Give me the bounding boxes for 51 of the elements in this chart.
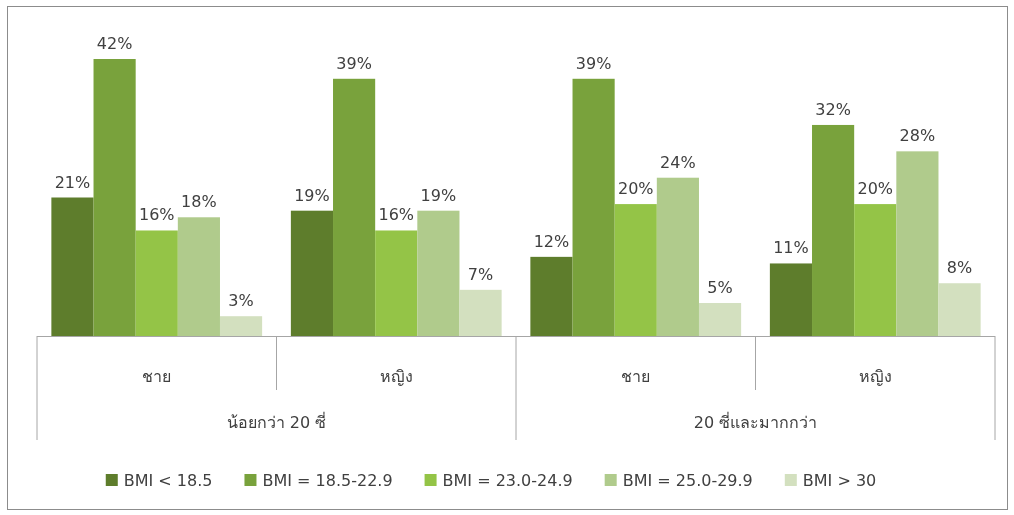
bar [459,289,502,336]
bar [769,263,813,336]
data-label: 5% [707,278,733,298]
bar [530,256,573,336]
data-label: 3% [228,291,254,311]
data-label: 39% [336,53,372,73]
data-label: 19% [294,185,330,205]
data-label: 20% [617,179,654,199]
data-label: 16% [138,205,175,225]
legend-label: BMI < 18.5 [123,471,213,490]
bar [698,303,742,336]
data-label: 32% [815,99,851,119]
bar [572,78,615,336]
x-tick-label: ชาย [621,367,651,386]
bar [656,177,699,336]
data-label: 19% [420,185,457,205]
legend-label: BMI = 18.5-22.9 [262,471,393,490]
x-tick-label: หญิง [379,367,413,386]
text: 20 ซี่และมากกว่า [693,411,818,432]
bar [333,78,376,336]
bar [177,217,220,336]
bar [290,210,334,336]
data-label: 18% [181,192,217,212]
data-label: 42% [96,34,133,53]
legend-label: BMI > 30 [802,471,877,490]
data-label: 20% [857,179,894,199]
data-label: 39% [575,53,612,73]
data-label: 16% [378,205,415,225]
data-label: 7% [467,264,494,284]
bar [135,230,178,336]
bar [614,204,657,336]
bar [812,124,855,336]
legend-label: BMI = 23.0-24.9 [442,471,573,490]
data-label: 28% [899,126,936,146]
bar [375,230,418,336]
bar [51,197,94,336]
data-label: 8% [946,258,973,278]
bar [93,59,136,336]
bar [219,316,263,336]
text: น้อยกว่า 20 ซี่ [226,411,327,432]
x-tick-label: ชาย [142,367,172,386]
data-label: 11% [773,238,809,258]
bar [896,151,939,336]
data-label: 12% [533,231,570,251]
x-tick-label: หญิง [858,367,892,386]
bar [854,204,897,336]
bar [417,210,460,336]
data-label: 21% [54,172,91,192]
legend-label: BMI = 25.0-29.9 [622,471,753,490]
bar [938,283,981,336]
data-label: 24% [660,152,696,172]
